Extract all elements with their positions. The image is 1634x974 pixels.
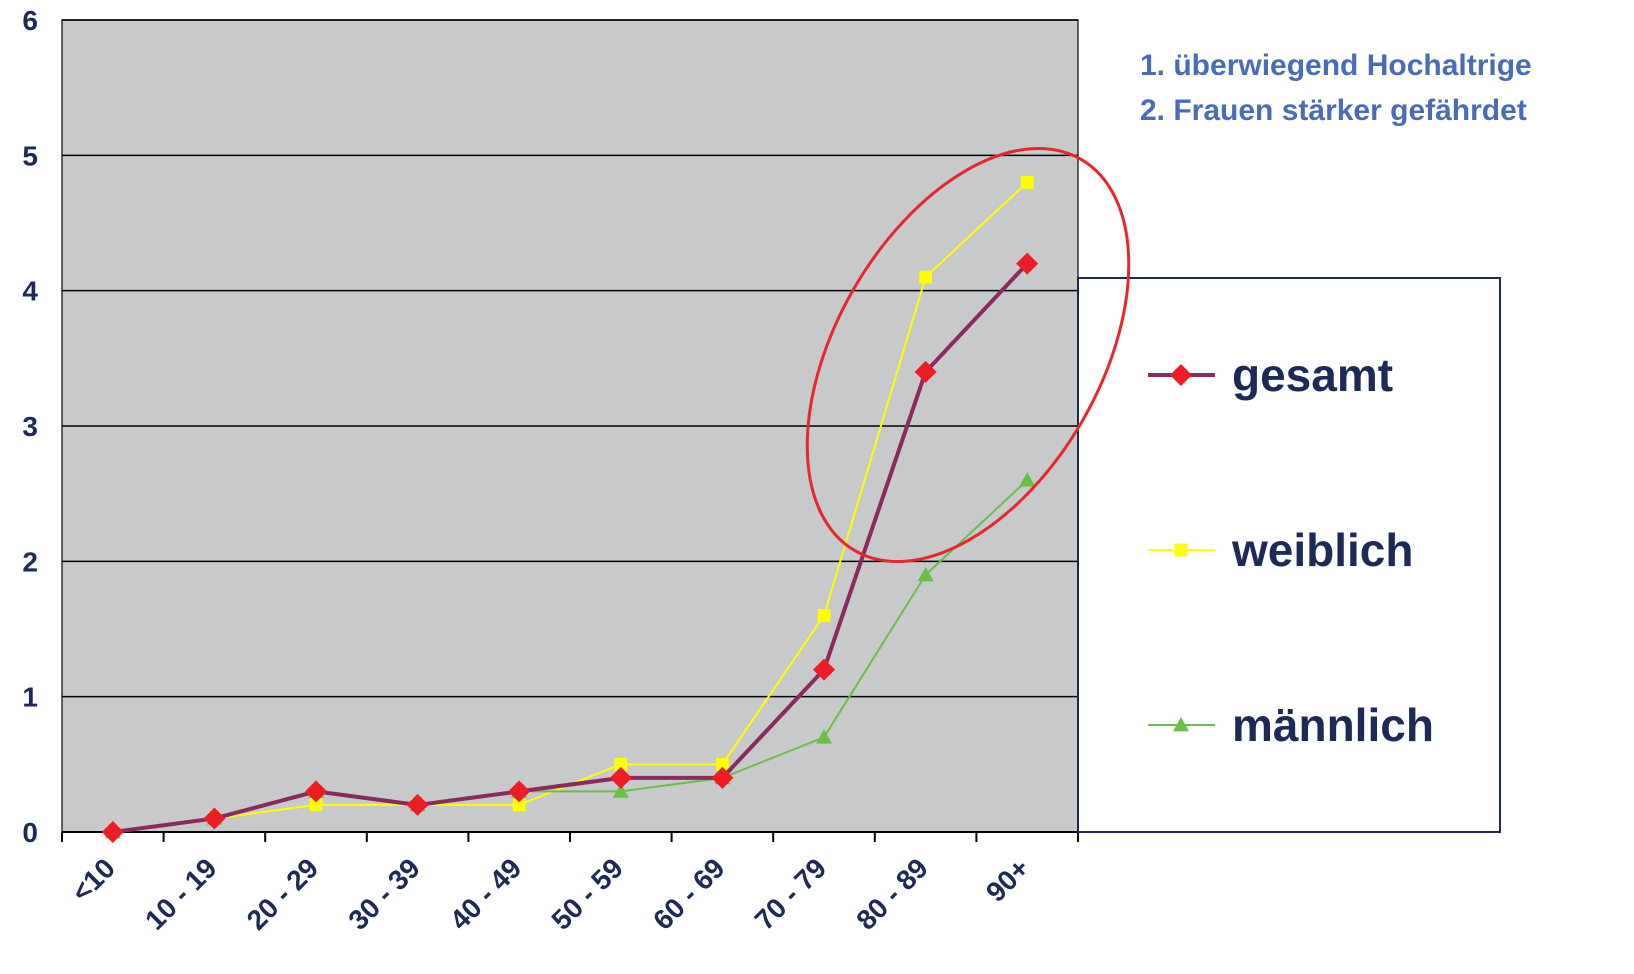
data-point [614, 757, 628, 771]
legend-marker [1173, 717, 1189, 732]
y-tick-label: 1 [22, 682, 38, 713]
data-point [508, 780, 531, 803]
legend-box [1077, 277, 1501, 833]
x-tick-label: 90+ [980, 852, 1036, 908]
legend-item-weiblich: weiblich [1148, 524, 1413, 576]
series-line [112, 262, 1029, 834]
annotation-line-2: 2. Frauen stärker gefährdet [1140, 94, 1527, 127]
data-point [1016, 252, 1039, 275]
data-point [817, 609, 831, 622]
data-point [914, 360, 937, 383]
legend-label: weiblich [1231, 524, 1413, 576]
x-tick-label: <10 [66, 852, 122, 908]
data-point [612, 783, 629, 798]
data-point [309, 798, 323, 812]
data-point [512, 798, 526, 812]
x-axis-tick-labels: <10 10 - 19 20 - 29 30 - 39 40 - 49 50 - 59 60… [66, 852, 1036, 936]
y-tick-label: 2 [22, 546, 38, 577]
data-point [919, 270, 932, 284]
y-tick-label: 6 [22, 5, 38, 36]
data-point [711, 766, 734, 789]
data-point [609, 766, 632, 789]
x-axis [61, 831, 1079, 842]
x-tick-label: 80 - 89 [850, 852, 934, 936]
data-point [816, 729, 832, 744]
legend-marker [1170, 364, 1192, 386]
y-tick-label: 0 [22, 817, 38, 848]
legend-label: gesamt [1232, 349, 1393, 401]
series-layer [101, 176, 1039, 843]
x-tick-label: 50 - 59 [545, 852, 629, 936]
x-tick-label: 60 - 69 [647, 852, 731, 936]
x-tick-label: 20 - 29 [241, 852, 325, 936]
x-tick-label: 30 - 39 [342, 852, 426, 936]
data-point [406, 793, 429, 816]
data-point [813, 658, 835, 681]
highlight-ellipse [805, 146, 1131, 564]
x-tick-label: 70 - 79 [749, 852, 833, 936]
x-tick-label: 40 - 49 [444, 852, 528, 936]
legend: gesamt weiblich männlich [1148, 349, 1434, 751]
data-point [305, 780, 327, 803]
y-axis-tick-labels: 0 1 2 3 4 5 6 [22, 5, 38, 848]
series-gesamt [101, 252, 1039, 843]
y-tick-label: 4 [22, 276, 38, 307]
data-point [716, 757, 729, 771]
data-point [1020, 176, 1034, 189]
annotation-line-1: 1. überwiegend Hochaltrige [1140, 49, 1532, 82]
y-tick-label: 5 [22, 140, 38, 171]
data-point [1019, 472, 1036, 487]
legend-item-gesamt: gesamt [1148, 349, 1393, 401]
x-tick-label: 10 - 19 [139, 852, 223, 936]
y-tick-label: 3 [22, 411, 38, 442]
data-point [101, 821, 124, 843]
legend-marker [1174, 543, 1188, 557]
legend-item-männlich: männlich [1148, 699, 1434, 751]
data-point [203, 807, 226, 830]
legend-label: männlich [1232, 699, 1434, 751]
data-point [917, 566, 934, 582]
